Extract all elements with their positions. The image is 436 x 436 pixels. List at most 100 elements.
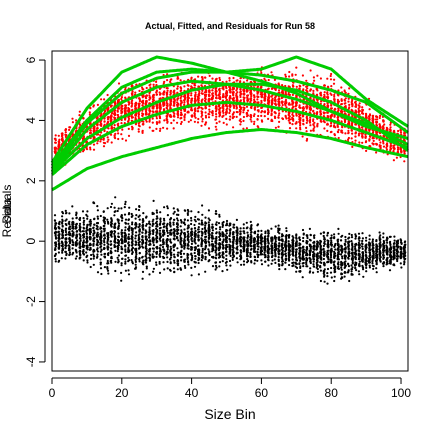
residuals-point xyxy=(162,233,165,236)
actual-point xyxy=(127,119,130,122)
actual-point xyxy=(191,97,194,100)
actual-point xyxy=(277,103,280,106)
actual-point xyxy=(288,75,291,78)
actual-point xyxy=(148,107,151,110)
actual-point xyxy=(204,107,207,110)
residuals-point xyxy=(134,260,137,263)
actual-point xyxy=(252,114,256,118)
residuals-point xyxy=(102,210,105,213)
actual-point xyxy=(148,110,152,113)
actual-point xyxy=(333,98,336,101)
residuals-point xyxy=(179,236,182,239)
residuals-point xyxy=(124,218,128,221)
actual-point xyxy=(190,115,194,118)
residuals-point xyxy=(180,249,183,252)
actual-point xyxy=(57,140,61,143)
actual-point xyxy=(204,97,207,100)
actual-point xyxy=(169,100,172,103)
residuals-point xyxy=(158,252,162,255)
actual-point xyxy=(235,107,238,110)
actual-point xyxy=(179,122,183,125)
actual-point xyxy=(281,117,284,120)
residuals-point xyxy=(121,257,124,260)
actual-point xyxy=(347,113,350,116)
actual-point xyxy=(64,131,67,134)
actual-point xyxy=(222,109,225,112)
residuals-point xyxy=(170,251,173,254)
residuals-point xyxy=(152,270,155,273)
residuals-point xyxy=(127,233,130,236)
residuals-point xyxy=(93,231,96,234)
actual-point xyxy=(169,90,172,93)
residuals-point xyxy=(54,247,57,250)
actual-point xyxy=(221,115,224,118)
residuals-point xyxy=(156,245,159,248)
residuals-point xyxy=(166,256,169,259)
residuals-point xyxy=(166,229,169,232)
actual-point xyxy=(278,98,281,101)
actual-point xyxy=(211,92,214,95)
actual-point xyxy=(242,109,245,112)
actual-point xyxy=(180,114,183,117)
residuals-point xyxy=(121,242,124,245)
actual-point xyxy=(316,74,319,77)
actual-point xyxy=(270,95,273,98)
actual-point xyxy=(124,109,127,112)
residuals-point xyxy=(81,250,84,253)
actual-point xyxy=(306,117,309,120)
actual-point xyxy=(260,114,263,117)
actual-point xyxy=(309,107,312,111)
actual-point xyxy=(211,77,214,80)
actual-point xyxy=(306,90,309,93)
residuals-point xyxy=(145,250,148,253)
actual-point xyxy=(148,98,151,101)
actual-point xyxy=(306,87,309,90)
residuals-point xyxy=(138,205,141,208)
actual-point xyxy=(183,116,186,119)
actual-point xyxy=(173,100,176,103)
actual-point xyxy=(333,95,336,98)
actual-point xyxy=(385,126,388,129)
actual-point xyxy=(301,109,305,112)
actual-point xyxy=(399,148,402,151)
residuals-point xyxy=(113,206,116,209)
residuals-point xyxy=(57,225,60,229)
actual-point xyxy=(225,103,228,106)
residuals-point xyxy=(149,254,152,257)
residuals-point xyxy=(177,251,180,254)
actual-point xyxy=(158,121,161,124)
residuals-point xyxy=(162,261,165,264)
actual-point xyxy=(96,103,99,106)
residuals-point xyxy=(103,266,106,269)
actual-point xyxy=(308,120,311,123)
residuals-point xyxy=(165,251,168,254)
residuals-point xyxy=(121,235,124,238)
actual-point xyxy=(354,105,358,108)
residuals-point xyxy=(57,242,61,246)
actual-point xyxy=(386,142,389,145)
residuals-point xyxy=(165,241,168,244)
actual-point xyxy=(201,114,204,117)
actual-point xyxy=(215,105,218,108)
actual-point xyxy=(253,113,256,116)
actual-point xyxy=(198,94,201,97)
actual-point xyxy=(270,108,274,112)
actual-point xyxy=(305,121,308,124)
actual-point xyxy=(179,102,182,105)
residuals-point xyxy=(57,237,61,240)
residuals-point xyxy=(152,267,155,270)
actual-point xyxy=(215,77,218,80)
actual-point xyxy=(207,116,211,119)
residuals-point xyxy=(166,248,169,251)
actual-point xyxy=(225,110,228,113)
actual-point xyxy=(142,123,145,126)
actual-point xyxy=(183,85,186,88)
actual-point xyxy=(277,114,280,117)
residuals-point xyxy=(54,222,57,225)
chart-title: Actual, Fitted, and Residuals for Run 58 xyxy=(145,21,315,31)
actual-point xyxy=(378,123,381,126)
actual-point xyxy=(134,118,137,121)
actual-point xyxy=(253,94,256,97)
residuals-point xyxy=(106,241,109,245)
actual-point xyxy=(354,139,357,142)
